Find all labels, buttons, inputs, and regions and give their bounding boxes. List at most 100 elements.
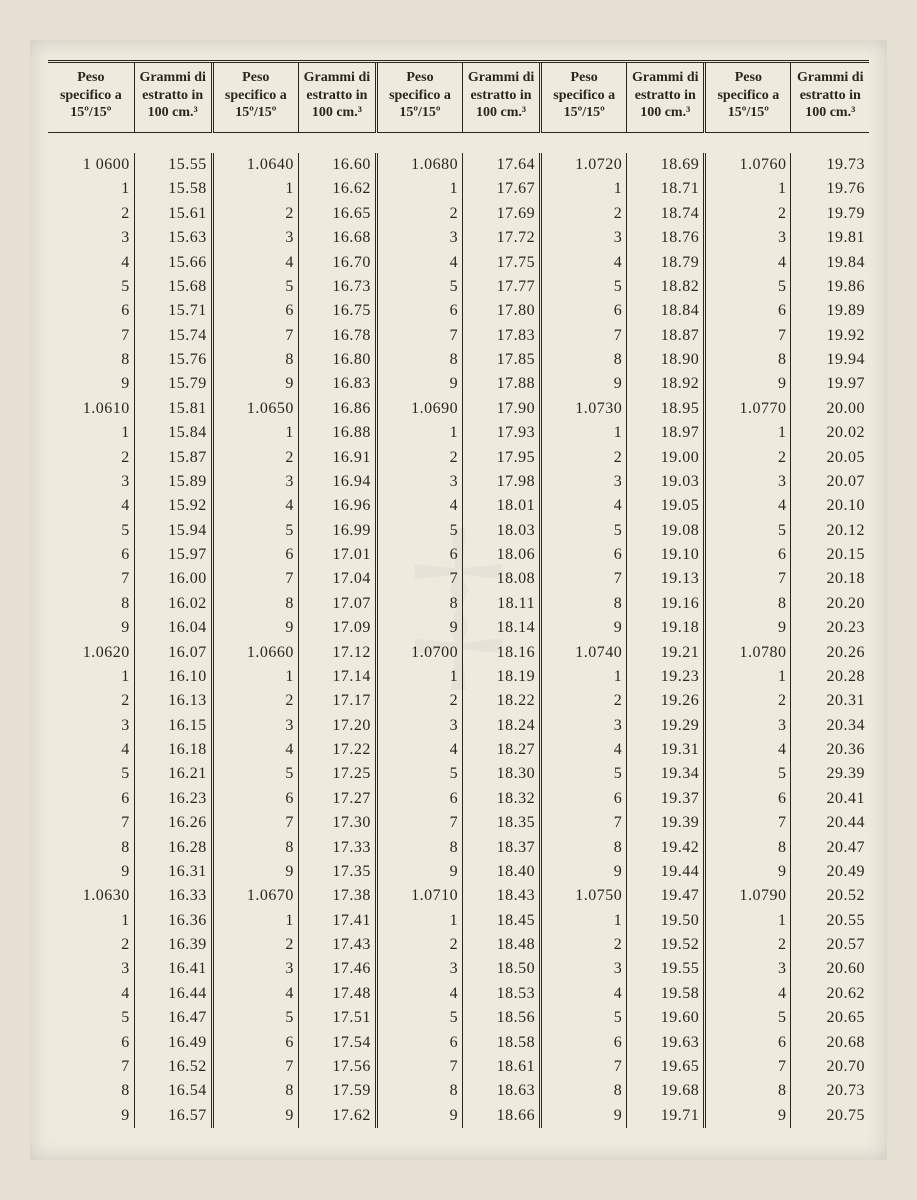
cell-grammi: 15.68	[134, 275, 212, 299]
cell-grammi: 19.29	[627, 714, 705, 738]
cell-grammi: 18.79	[627, 250, 705, 274]
cell-grammi: 16.00	[134, 567, 212, 591]
cell-peso: 3	[376, 957, 462, 981]
cell-peso: 5	[705, 1006, 791, 1030]
cell-grammi: 18.35	[463, 811, 541, 835]
cell-grammi: 17.14	[298, 665, 376, 689]
cell-peso: 1	[212, 421, 298, 445]
cell-peso: 4	[541, 250, 627, 274]
cell-peso: 1	[376, 665, 462, 689]
cell-peso: 8	[48, 835, 134, 859]
cell-grammi: 19.94	[791, 348, 869, 372]
cell-grammi: 17.38	[298, 884, 376, 908]
cell-grammi: 17.07	[298, 592, 376, 616]
cell-peso: 5	[541, 1006, 627, 1030]
cell-grammi: 16.65	[298, 202, 376, 226]
cell-peso: 4	[705, 982, 791, 1006]
cell-peso: 8	[212, 835, 298, 859]
cell-grammi: 19.42	[627, 835, 705, 859]
cell-peso: 3	[541, 470, 627, 494]
cell-peso: 3	[541, 957, 627, 981]
cell-grammi: 20.23	[791, 616, 869, 640]
cell-grammi: 16.88	[298, 421, 376, 445]
table-row: 1.063016.331.067017.381.071018.431.07501…	[48, 884, 869, 908]
cell-grammi: 18.03	[463, 519, 541, 543]
table-row: 616.23617.27618.32619.37620.41	[48, 787, 869, 811]
cell-peso: 4	[212, 982, 298, 1006]
cell-peso: 3	[541, 714, 627, 738]
cell-peso: 7	[48, 567, 134, 591]
cell-peso: 9	[212, 616, 298, 640]
cell-grammi: 19.65	[627, 1055, 705, 1079]
table-row: 916.31917.35918.40919.44920.49	[48, 860, 869, 884]
cell-grammi: 16.36	[134, 909, 212, 933]
cell-peso: 4	[376, 494, 462, 518]
cell-peso: 2	[376, 445, 462, 469]
cell-peso: 1.0640	[212, 153, 298, 177]
cell-grammi: 16.78	[298, 324, 376, 348]
cell-peso: 9	[48, 372, 134, 396]
cell-grammi: 15.55	[134, 153, 212, 177]
cell-peso: 8	[376, 348, 462, 372]
cell-grammi: 19.16	[627, 592, 705, 616]
cell-peso: 1.0750	[541, 884, 627, 908]
cell-peso: 6	[212, 1030, 298, 1054]
cell-grammi: 17.54	[298, 1030, 376, 1054]
cell-grammi: 20.07	[791, 470, 869, 494]
table-row: 515.94516.99518.03519.08520.12	[48, 519, 869, 543]
cell-peso: 1.0660	[212, 640, 298, 664]
cell-peso: 2	[212, 202, 298, 226]
cell-peso: 2	[541, 445, 627, 469]
header-peso: Peso specifico a 15º/15º	[212, 62, 298, 133]
cell-grammi: 17.90	[463, 397, 541, 421]
cell-grammi: 17.27	[298, 787, 376, 811]
cell-grammi: 19.81	[791, 226, 869, 250]
cell-peso: 5	[48, 275, 134, 299]
cell-grammi: 20.73	[791, 1079, 869, 1103]
cell-grammi: 17.64	[463, 153, 541, 177]
cell-peso: 3	[541, 226, 627, 250]
table-row: 516.47517.51518.56519.60520.65	[48, 1006, 869, 1030]
cell-grammi: 20.49	[791, 860, 869, 884]
cell-grammi: 18.71	[627, 177, 705, 201]
table-row: 315.63316.68317.72318.76319.81	[48, 226, 869, 250]
table-row: 816.28817.33818.37819.42820.47	[48, 835, 869, 859]
cell-grammi: 20.44	[791, 811, 869, 835]
cell-peso: 4	[705, 250, 791, 274]
cell-grammi: 18.97	[627, 421, 705, 445]
cell-peso: 4	[376, 738, 462, 762]
header-row: Peso specifico a 15º/15º Grammi di estra…	[48, 62, 869, 133]
cell-peso: 1	[705, 421, 791, 445]
cell-grammi: 19.55	[627, 957, 705, 981]
cell-grammi: 15.94	[134, 519, 212, 543]
cell-peso: 7	[48, 1055, 134, 1079]
cell-grammi: 15.89	[134, 470, 212, 494]
table-row: 816.02817.07818.11819.16820.20	[48, 592, 869, 616]
cell-grammi: 16.99	[298, 519, 376, 543]
cell-grammi: 18.06	[463, 543, 541, 567]
cell-peso: 2	[541, 689, 627, 713]
cell-peso: 1	[212, 665, 298, 689]
cell-peso: 2	[48, 445, 134, 469]
cell-grammi: 17.17	[298, 689, 376, 713]
cell-grammi: 18.30	[463, 762, 541, 786]
header-grammi: Grammi di estratto in 100 cm.³	[463, 62, 541, 133]
cell-grammi: 18.32	[463, 787, 541, 811]
cell-grammi: 18.69	[627, 153, 705, 177]
cell-peso: 7	[48, 811, 134, 835]
cell-peso: 2	[48, 202, 134, 226]
table-row: 815.76816.80817.85818.90819.94	[48, 348, 869, 372]
cell-peso: 4	[212, 738, 298, 762]
cell-grammi: 15.76	[134, 348, 212, 372]
spacer-row	[48, 132, 869, 153]
cell-peso: 4	[212, 494, 298, 518]
cell-grammi: 16.31	[134, 860, 212, 884]
cell-peso: 3	[48, 714, 134, 738]
cell-peso: 1	[376, 421, 462, 445]
cell-grammi: 17.56	[298, 1055, 376, 1079]
cell-peso: 8	[212, 348, 298, 372]
cell-grammi: 20.65	[791, 1006, 869, 1030]
cell-peso: 9	[212, 372, 298, 396]
table-row: 416.44417.48418.53419.58420.62	[48, 982, 869, 1006]
table-row: 415.66416.70417.75418.79419.84	[48, 250, 869, 274]
